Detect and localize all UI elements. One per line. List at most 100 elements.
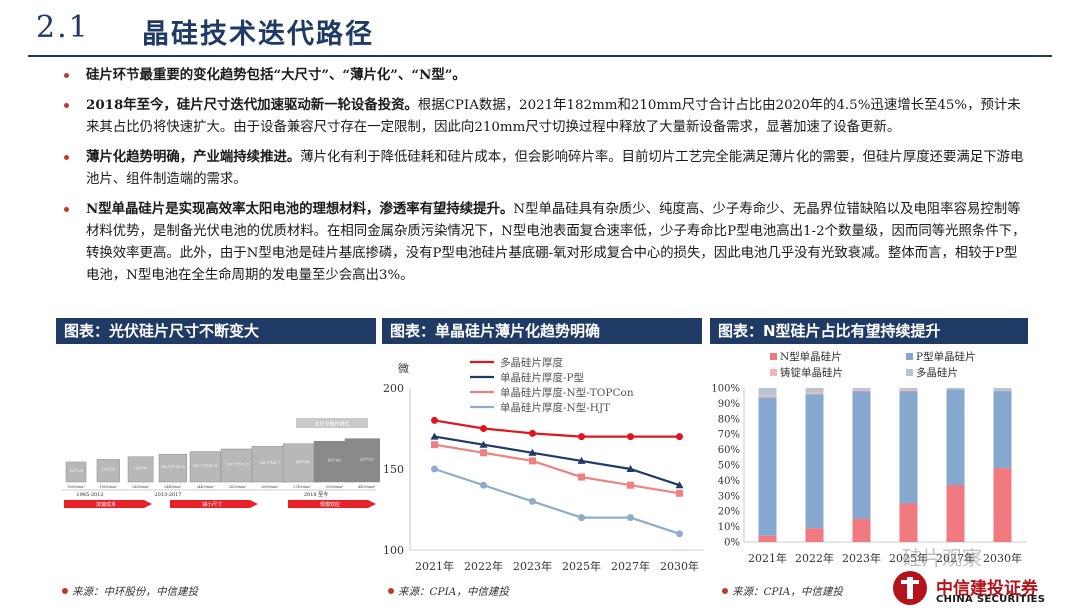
data-point <box>480 481 487 489</box>
stacked-bar-segment <box>899 503 918 542</box>
process-arrow-label: 加速成本 <box>96 501 116 508</box>
process-arrow <box>288 500 376 508</box>
series-line <box>434 467 680 535</box>
bullet-item: 2018年至今，硅片尺寸迭代加速驱动新一轮设备投资。根据CPIA数据，2021年… <box>64 94 1030 139</box>
stacked-bar-segment <box>805 394 824 529</box>
legend-label: P型单晶硅片 <box>916 350 976 363</box>
wafer-size-label: 210*210 <box>360 457 374 461</box>
process-arrow-label: 规模效应 <box>320 501 340 508</box>
data-point <box>431 441 438 449</box>
bullet-dot <box>64 207 69 212</box>
stacked-bar-segment <box>758 535 777 542</box>
x-tick-label: 2023年 <box>842 551 881 565</box>
data-point <box>627 433 634 441</box>
legend-label: N型单晶硅片 <box>780 350 842 363</box>
bullet-dot <box>64 155 69 160</box>
data-point <box>627 514 634 522</box>
y-tick-label: 60% <box>718 445 740 456</box>
y-tick-label: 50% <box>718 461 740 472</box>
y-tick-label: 10% <box>718 522 740 533</box>
wafer-square <box>344 438 380 483</box>
title-divider <box>28 55 1052 57</box>
legend-label: 多晶硅片 <box>916 366 958 379</box>
data-point <box>528 448 537 456</box>
series-line <box>434 435 680 487</box>
stacked-bar-segment <box>758 395 777 398</box>
stacked-bar-segment <box>946 485 965 542</box>
y-tick-label: 100% <box>711 384 740 395</box>
data-point <box>578 433 585 441</box>
wafer-square <box>251 446 288 483</box>
data-point <box>675 481 684 489</box>
bullet-text: N型单晶硅具有杂质少、纯度高、少子寿命少、无晶界位错缺陷以及电阻率容易控制等材料… <box>86 202 1026 283</box>
data-point <box>480 425 487 432</box>
data-point <box>578 473 585 481</box>
data-point <box>529 457 536 465</box>
wafer-square <box>127 456 154 483</box>
panel-title-wafer-size: 图表：光伏硅片尺寸不断变大 <box>56 318 376 344</box>
stacked-bar-segment <box>899 388 918 390</box>
data-point <box>479 440 488 448</box>
bullet-item: N型单晶硅片是实现高效率太阳电池的理想材料，渗透率有望持续提升。N型单晶硅具有杂… <box>64 198 1030 287</box>
bullet-dot <box>64 73 69 78</box>
top-note-bar <box>296 418 368 428</box>
data-point <box>529 497 536 505</box>
y-tick-label: 0% <box>724 538 740 549</box>
y-tick-label: 30% <box>718 491 740 502</box>
process-arrow <box>170 500 258 508</box>
source-note: 来源：CPIA，中信建投 <box>722 584 843 599</box>
legend-label: 单晶硅片厚度-N型-TOPCon <box>500 386 634 399</box>
stacked-bar-segment <box>852 388 871 390</box>
y-tick-label: 200 <box>383 382 404 395</box>
x-tick-label: 2025年 <box>889 551 928 565</box>
y-tick-label: 90% <box>718 399 740 410</box>
citic-logo-icon <box>893 571 927 605</box>
x-tick-label: 2023年 <box>513 559 552 573</box>
data-point <box>676 433 683 441</box>
bullet-bold: 硅片环节最重要的变化趋势包括“大尺寸”、“薄片化”、“N型”。 <box>86 67 466 83</box>
wafer-square <box>65 461 87 483</box>
process-arrow-label: 减小尺寸 <box>202 501 222 508</box>
wafer-area-label: 15600mm² <box>100 485 118 489</box>
brand-name-en: CHINA SECURITIES <box>936 594 1046 605</box>
wafer-square <box>189 451 221 483</box>
wafer-area-label: 33000mm² <box>326 485 344 489</box>
x-tick-label: 2025年 <box>562 559 601 573</box>
wafer-size-figure: 125*125 15600mm² 125*125 15600mm² 156*156 243… <box>62 418 380 508</box>
series-line <box>434 419 680 438</box>
x-tick-label: 2027年 <box>611 559 650 573</box>
ntype-share-bar-chart: 0% 10% 20% 30% 40% 50% 60% 70% 80% 90% 100% 2021年 20… <box>711 350 1026 565</box>
wafer-size-label: 156*156 <box>134 466 148 470</box>
stacked-bar-segment <box>805 388 824 393</box>
era-label: 2018 至今 <box>304 491 328 498</box>
wafer-area-label: 24300mm² <box>132 485 150 489</box>
panel-title-thickness: 图表：单晶硅片薄片化趋势明确 <box>382 318 702 344</box>
wafer-area-label: 24400mm² <box>196 485 214 489</box>
y-tick-label: 150 <box>383 463 404 476</box>
data-point <box>431 465 438 473</box>
wafer-area-label: 24500mm² <box>229 485 247 489</box>
legend-label: 多晶硅片厚度 <box>500 356 563 369</box>
data-point <box>676 530 683 538</box>
legend-swatch <box>770 353 777 360</box>
legend-label: 铸锭单晶硅片 <box>780 366 843 379</box>
watermark: 硅片观察 <box>902 546 982 570</box>
stacked-bar-segment <box>758 388 777 396</box>
x-tick-label: 2030年 <box>983 551 1022 565</box>
stacked-bar-segment <box>946 389 965 486</box>
source-note: 来源：中环股份，中信建投 <box>62 584 198 599</box>
stacked-bar-segment <box>805 392 824 395</box>
bullet-text: 根据CPIA数据，2021年182mm和210mm尺寸合计占比由2020年的4.… <box>86 98 1021 135</box>
wafer-size-label: 156.75*156.75 <box>161 465 185 469</box>
wafer-size-label: 125*125 <box>69 469 83 473</box>
y-axis-label: 微 <box>398 361 409 375</box>
brand-name-cn: 中信建投证券 <box>936 579 1038 599</box>
bullet-item: 薄片化趋势明确，产业端持续推进。薄片化有利于降低硅耗和硅片成本，但会影响碎片率。… <box>64 146 1030 191</box>
data-point <box>676 489 683 497</box>
thickness-line-chart: 100 150 200 微 2021年 2022年 2023年 2025年 2027年 2030年… <box>383 356 704 573</box>
legend-label: 单晶硅片厚度-N型-HJT <box>500 401 610 414</box>
legend-label: 单晶硅片厚度-P型 <box>500 371 584 384</box>
process-arrow <box>64 500 152 508</box>
data-point <box>578 514 585 522</box>
wafer-square <box>96 459 120 483</box>
